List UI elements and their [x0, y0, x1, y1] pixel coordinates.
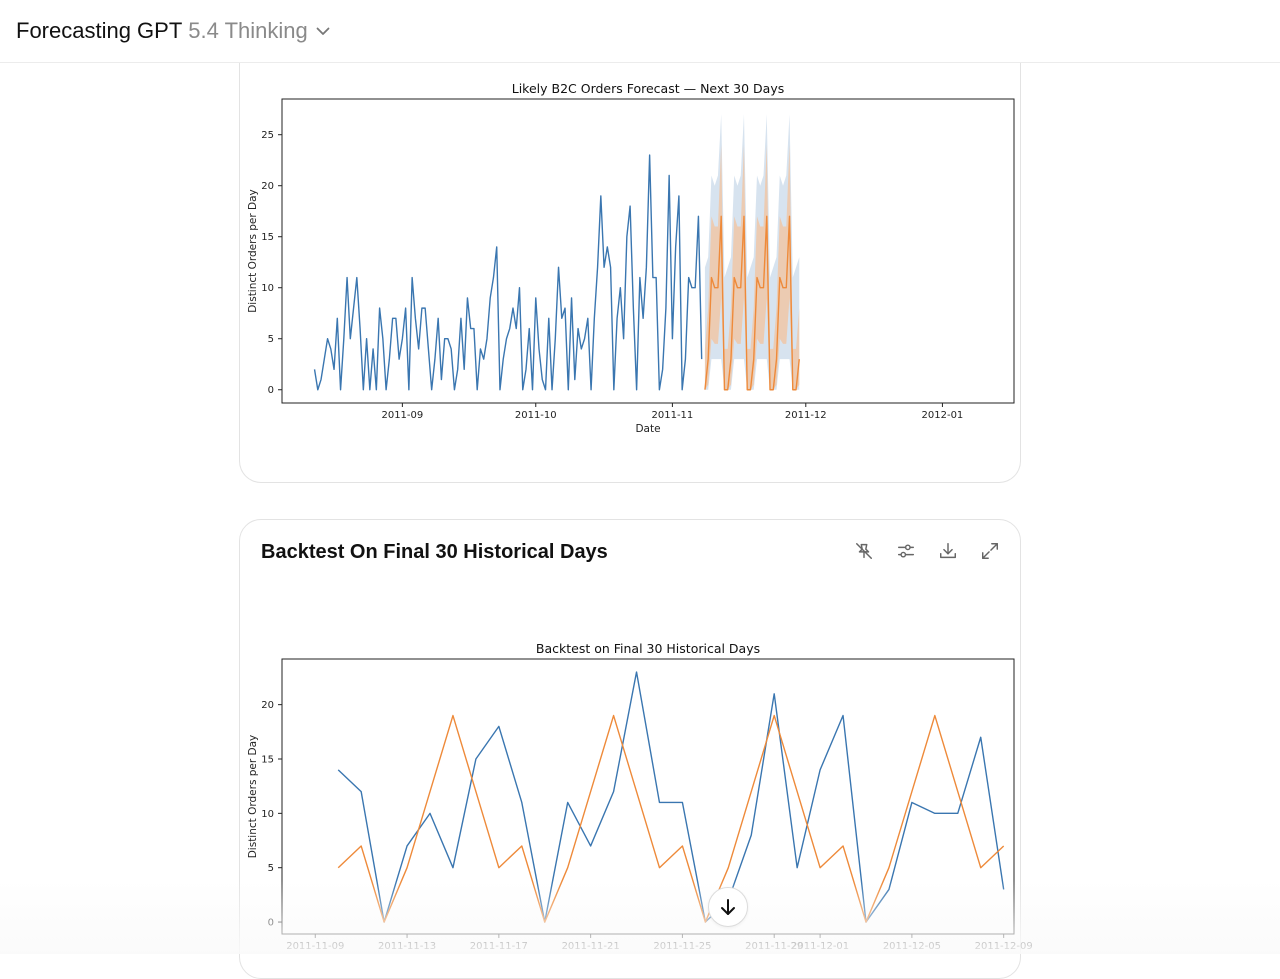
forecast-chart-card [239, 30, 1021, 483]
x-tick-label: 2011-12 [785, 410, 827, 421]
chevron-down-icon [316, 27, 330, 36]
chart-title: Likely B2C Orders Forecast — Next 30 Day… [512, 81, 785, 96]
expand-icon[interactable] [980, 540, 1000, 562]
y-axis-label: Distinct Orders per Day [247, 735, 259, 859]
forecast-band-inner [704, 144, 800, 390]
y-tick-label: 20 [261, 700, 274, 711]
y-tick-label: 15 [261, 232, 274, 243]
y-tick-label: 0 [268, 385, 274, 396]
y-tick-label: 25 [261, 130, 274, 141]
y-tick-label: 5 [268, 334, 274, 345]
y-axis-label: Distinct Orders per Day [247, 189, 259, 313]
x-axis-label: Date [635, 423, 660, 435]
y-tick-label: 20 [261, 181, 274, 192]
chart-title: Backtest on Final 30 Historical Days [536, 641, 760, 656]
y-tick-label: 5 [268, 863, 274, 874]
y-tick-label: 15 [261, 755, 274, 766]
x-tick-label: 2011-12-05 [883, 941, 941, 952]
x-tick-label: 2011-09 [381, 410, 423, 421]
series-actual-line [337, 671, 1005, 923]
y-tick-label: 10 [261, 809, 274, 820]
model-version: 5.4 Thinking [188, 18, 308, 43]
x-tick-label: 2011-11-17 [470, 941, 528, 952]
x-tick-label: 2011-11-13 [378, 941, 436, 952]
y-tick-label: 10 [261, 283, 274, 294]
x-tick-label: 2011-10 [515, 410, 557, 421]
plot-frame [281, 658, 1015, 935]
x-tick-label: 2011-11-21 [562, 941, 620, 952]
top-bar: Forecasting GPT 5.4 Thinking [0, 0, 1280, 63]
x-tick-label: 2011-11 [652, 410, 694, 421]
x-tick-label: 2011-11-25 [653, 941, 711, 952]
y-tick-label: 0 [268, 918, 274, 929]
model-name: Forecasting GPT [16, 18, 183, 43]
scroll-down-button[interactable] [708, 887, 748, 927]
series-forecast-line [337, 714, 1005, 923]
x-tick-label: 2011-12-01 [791, 941, 849, 952]
card-title: Backtest On Final 30 Historical Days [261, 541, 608, 563]
pin-off-icon[interactable] [854, 540, 874, 562]
card-toolbar [854, 540, 1000, 562]
x-tick-label: 2011-12-09 [975, 941, 1033, 952]
plot-frame [281, 98, 1015, 404]
download-icon[interactable] [938, 540, 958, 562]
x-tick-label: 2012-01 [922, 410, 964, 421]
arrow-down-icon [721, 899, 735, 915]
backtest-chart: Backtest on Final 30 Historical Days 0 5 10… [247, 641, 1033, 952]
x-tick-label: 2011-11-09 [286, 941, 344, 952]
sliders-icon[interactable] [896, 540, 916, 562]
series-actual-line [313, 154, 703, 391]
forecast-chart: Likely B2C Orders Forecast — Next 30 Day… [247, 81, 1015, 435]
series-forecast-line [704, 215, 800, 391]
model-selector[interactable]: Forecasting GPT 5.4 Thinking [16, 18, 330, 44]
